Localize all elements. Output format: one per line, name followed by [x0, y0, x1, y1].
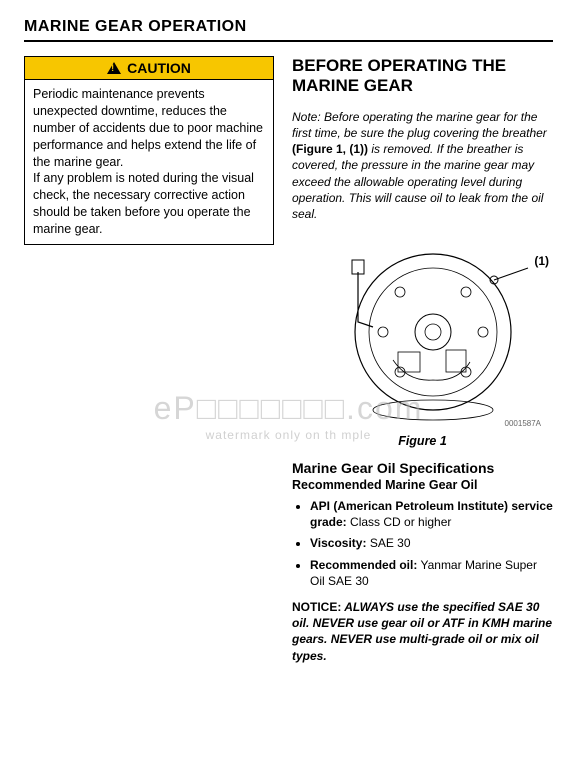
- marine-gear-illustration: [298, 232, 548, 422]
- note-figure-ref: (Figure 1, (1)): [292, 142, 368, 156]
- page-title: MARINE GEAR OPERATION: [24, 18, 553, 42]
- caution-box: CAUTION Periodic maintenance prevents un…: [24, 56, 274, 245]
- section-heading: BEFORE OPERATING THE MARINE GEAR: [292, 56, 553, 97]
- warning-triangle-icon: [107, 62, 121, 74]
- figure-caption: Figure 1: [292, 434, 553, 448]
- note-prefix: Note: Before operating the marine gear f…: [292, 110, 547, 140]
- caution-header: CAUTION: [25, 57, 273, 80]
- left-column: CAUTION Periodic maintenance prevents un…: [24, 56, 274, 664]
- spec-item: API (American Petroleum Institute) servi…: [310, 498, 553, 530]
- figure-callout: (1): [534, 254, 549, 268]
- notice-paragraph: NOTICE: ALWAYS use the specified SAE 30 …: [292, 599, 553, 664]
- figure-wrap: (1): [292, 232, 553, 427]
- notice-label: NOTICE:: [292, 600, 341, 614]
- spec-list: API (American Petroleum Institute) servi…: [292, 498, 553, 589]
- spec-heading: Marine Gear Oil Specifications: [292, 460, 553, 476]
- spec-item: Viscosity: SAE 30: [310, 535, 553, 551]
- spec-item-value: SAE 30: [366, 536, 410, 550]
- spec-item-value: Class CD or higher: [347, 515, 452, 529]
- spec-item-label: Recommended oil:: [310, 558, 417, 572]
- right-column: BEFORE OPERATING THE MARINE GEAR Note: B…: [292, 56, 553, 664]
- note-paragraph: Note: Before operating the marine gear f…: [292, 109, 553, 222]
- caution-header-text: CAUTION: [127, 60, 191, 76]
- spec-item-label: Viscosity:: [310, 536, 366, 550]
- content-columns: CAUTION Periodic maintenance prevents un…: [24, 56, 553, 664]
- caution-body: Periodic maintenance prevents unexpected…: [25, 80, 273, 244]
- spec-item: Recommended oil: Yanmar Marine Super Oil…: [310, 557, 553, 589]
- spec-subheading: Recommended Marine Gear Oil: [292, 478, 553, 492]
